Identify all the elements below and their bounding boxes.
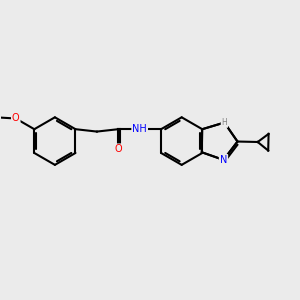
Text: N: N — [220, 155, 227, 165]
Text: H: H — [221, 118, 227, 127]
Text: O: O — [12, 113, 20, 124]
Text: O: O — [115, 144, 122, 154]
Text: NH: NH — [132, 124, 147, 134]
